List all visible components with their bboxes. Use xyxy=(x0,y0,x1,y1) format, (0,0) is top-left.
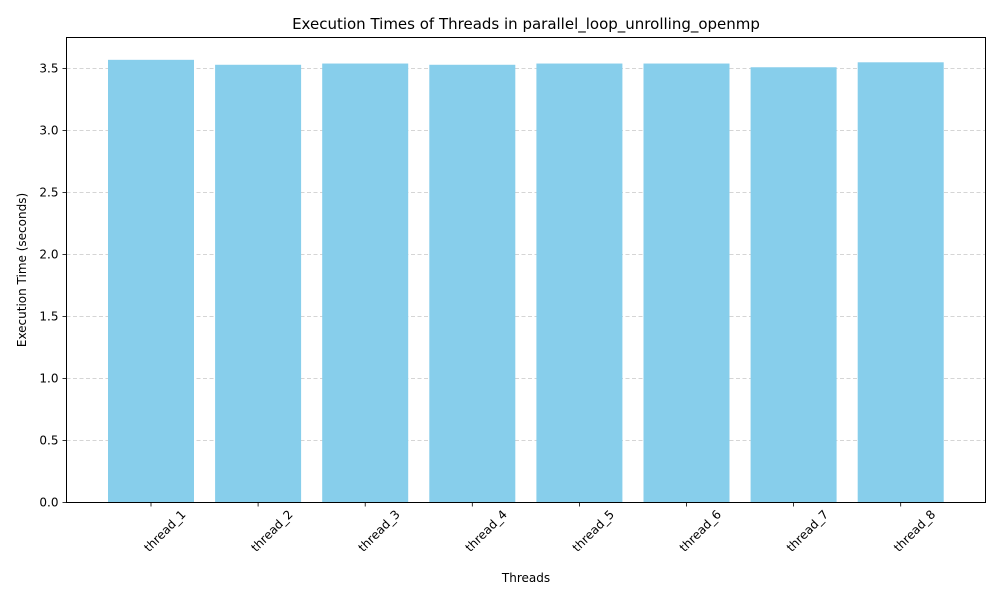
bar-thread-2 xyxy=(215,64,302,503)
x-tick-label: thread_8 xyxy=(891,507,938,554)
bar-thread-6 xyxy=(643,63,730,503)
y-tick-label: 2.5 xyxy=(39,186,58,200)
y-axis-title: Execution Time (seconds) xyxy=(15,193,29,347)
bars xyxy=(108,59,944,503)
x-tick-label: thread_6 xyxy=(677,507,724,554)
plot-frame xyxy=(66,37,986,503)
x-tick-label: thread_7 xyxy=(784,507,831,554)
y-tick-label: 1.0 xyxy=(39,372,58,386)
y-tick-label: 0.5 xyxy=(39,434,58,448)
x-tick-label: thread_3 xyxy=(355,507,402,554)
y-tick-label: 3.5 xyxy=(39,62,58,76)
y-tick-label: 3.0 xyxy=(39,124,58,138)
bar-thread-7 xyxy=(750,67,837,503)
x-tick-label: thread_5 xyxy=(570,507,617,554)
x-tick-label: thread_2 xyxy=(248,507,295,554)
bar-thread-3 xyxy=(322,63,409,503)
x-axis: thread_1 thread_2 thread_3 thread_4 thread_5… xyxy=(141,502,938,555)
x-tick-label: thread_4 xyxy=(463,507,510,554)
y-gridlines xyxy=(66,68,986,441)
y-tick-label: 1.5 xyxy=(39,310,58,324)
bar-thread-1 xyxy=(108,59,194,503)
x-axis-title: Threads xyxy=(501,571,550,585)
y-tick-label: 0.0 xyxy=(39,496,58,510)
bar-thread-4 xyxy=(429,64,516,503)
x-tick-label: thread_1 xyxy=(141,507,188,554)
y-tick-label: 2.0 xyxy=(39,248,58,262)
y-axis: 0.0 0.5 1.0 1.5 2.0 2.5 3.0 3.5 xyxy=(39,62,67,510)
bar-thread-5 xyxy=(536,63,623,503)
chart-title: Execution Times of Threads in parallel_l… xyxy=(292,15,760,34)
bar-thread-8 xyxy=(857,62,944,503)
